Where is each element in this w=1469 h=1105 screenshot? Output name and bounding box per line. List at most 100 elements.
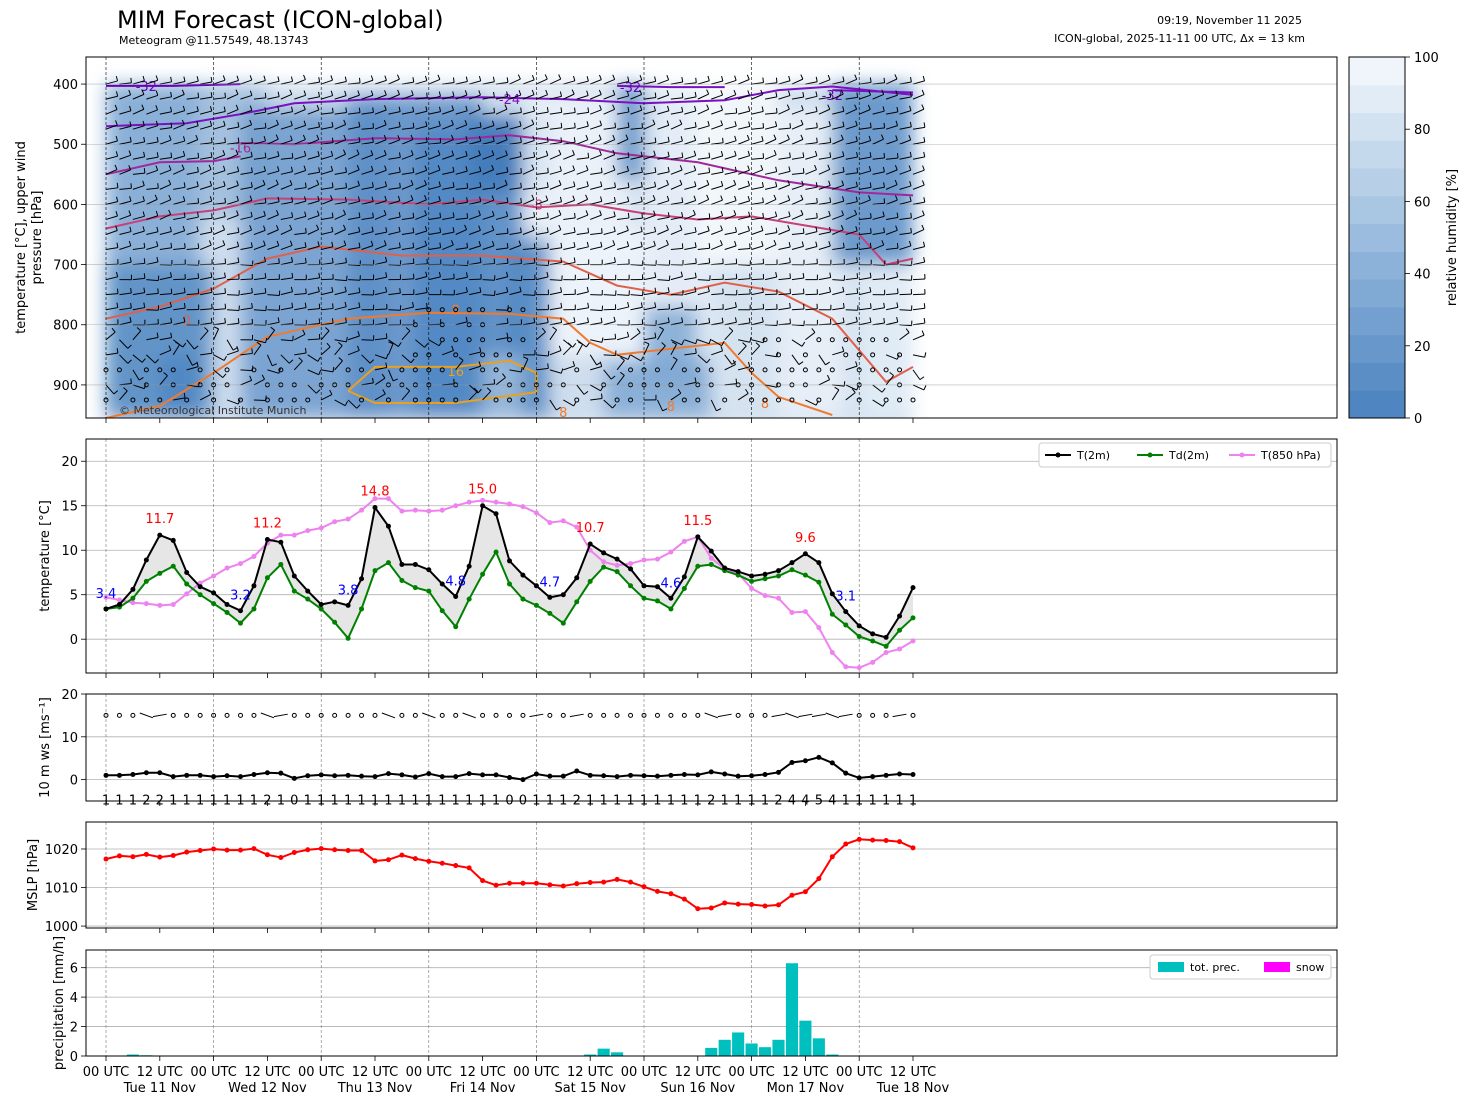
wind-barb-flag <box>289 89 293 95</box>
wind-barb <box>267 201 280 205</box>
mslp-point <box>789 892 795 898</box>
wind-barb <box>267 214 279 220</box>
wind-barb-flag <box>587 317 590 323</box>
wind-barb-flag <box>762 337 765 343</box>
mslp-point <box>829 854 835 860</box>
wind-barb <box>886 247 899 251</box>
wind-barb-flag <box>896 302 899 308</box>
wind-barb-flag <box>558 345 562 351</box>
wind-barb-flag <box>183 182 186 188</box>
wind-barb-flag <box>883 227 885 233</box>
wind-barb-flag <box>775 181 778 187</box>
wind-barb-flag <box>358 226 361 232</box>
wind-barb <box>213 185 226 190</box>
wind-barb-flag <box>748 211 751 217</box>
wind-barb <box>818 125 831 130</box>
wind-barb <box>832 110 845 115</box>
wind-barb <box>576 169 589 175</box>
td2m-point <box>238 620 243 626</box>
wind-barb <box>186 293 199 296</box>
wind-barb-flag <box>491 120 495 126</box>
wind-barb <box>724 364 736 371</box>
wind-barb-flag <box>465 76 468 82</box>
wind-barb-flag <box>196 76 199 82</box>
calm-marker <box>412 367 418 373</box>
mslp-point <box>776 902 781 908</box>
wind-barb <box>818 231 831 235</box>
surface-calm-marker <box>116 712 122 718</box>
wind-barb <box>657 329 665 341</box>
wind-barb <box>320 330 330 341</box>
wind-barb <box>105 276 118 281</box>
day-label: Tue 11 Nov <box>123 1081 197 1096</box>
wind-barb <box>885 354 898 360</box>
wind-barb-flag <box>116 302 119 308</box>
wind-barb-flag <box>841 196 845 202</box>
wind-barb-flag <box>612 89 616 95</box>
t850-point <box>641 557 647 563</box>
wind-barb-flag <box>506 258 509 264</box>
wind-barb-flag <box>208 389 212 395</box>
wind-barb <box>845 108 857 115</box>
wind-barb <box>764 354 777 358</box>
wind-barb <box>522 229 535 235</box>
wind-barb <box>105 155 118 160</box>
wind-barb-flag <box>547 363 549 369</box>
wind-barb-flag <box>129 316 132 323</box>
wind-barb <box>886 217 899 220</box>
wind-barb-flag <box>612 404 617 409</box>
wind-barb-flag <box>869 317 872 323</box>
wind-barb-flag <box>318 122 321 128</box>
wind-barb <box>173 124 185 130</box>
wind-barb <box>442 95 455 100</box>
surface-calm-marker <box>399 712 405 718</box>
wind-barb <box>240 199 252 205</box>
wind-barb-flag <box>291 152 294 159</box>
wind-barb <box>657 94 669 100</box>
wind-barb-flag <box>358 302 361 308</box>
wind-barb-flag <box>451 105 455 111</box>
mslp-point <box>197 848 203 854</box>
surface-calm-marker <box>224 712 230 718</box>
wind-barb <box>737 230 750 235</box>
wind-barb <box>899 156 912 160</box>
wind-barb-flag <box>627 122 630 128</box>
wind-barb <box>845 125 858 130</box>
wind-barb-flag <box>851 388 856 393</box>
wind-barb-flag <box>479 287 482 293</box>
wind-barb <box>415 110 428 115</box>
wind-barb-flag <box>560 122 563 128</box>
day-label: Sat 15 Nov <box>554 1081 626 1096</box>
wind-barb <box>388 111 401 115</box>
wind-barb <box>509 125 522 130</box>
wind-barb <box>173 110 185 115</box>
wind-barb <box>738 247 751 251</box>
wind-barb-flag <box>923 136 926 143</box>
wind-barb <box>307 338 320 341</box>
wind-barb-flag <box>405 387 411 392</box>
wind-barb-flag <box>451 345 454 351</box>
wind-barb <box>159 81 172 85</box>
wind-barb-flag <box>558 224 562 230</box>
colorbar-tick-label: 0 <box>1414 412 1422 427</box>
wind-barb <box>159 306 172 311</box>
upper_air-ylabel-text: pressure [hPa] <box>30 191 45 285</box>
wind-barb-flag <box>290 120 293 126</box>
wind-barb <box>455 217 468 220</box>
wind-barb <box>173 247 186 251</box>
wind-barb-flag <box>451 150 455 156</box>
wind-barb <box>859 321 872 326</box>
wind-barb <box>697 291 710 296</box>
wind-barb <box>374 154 387 160</box>
wind-barb <box>590 200 602 205</box>
surface-calm-marker <box>883 712 889 718</box>
wind-barb-flag <box>610 375 616 380</box>
wind-barb <box>643 110 656 115</box>
calm-marker <box>762 397 768 403</box>
wind-barb <box>321 79 333 85</box>
wind-barb-flag <box>855 181 858 187</box>
wind-barb <box>213 229 225 235</box>
wind-barb-flag <box>894 74 898 80</box>
temperature-ylabel: temperature [°C] <box>38 500 53 612</box>
wind-barb <box>227 294 240 296</box>
